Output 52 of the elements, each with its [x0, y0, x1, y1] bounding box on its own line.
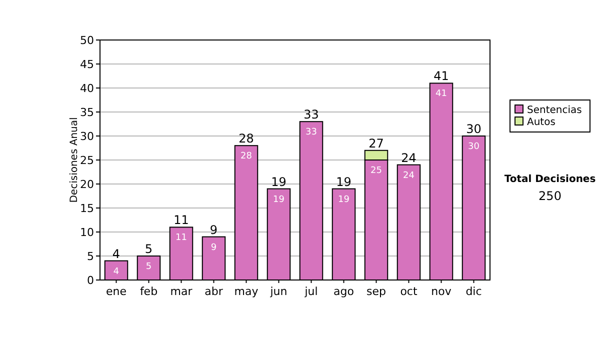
y-tick-label: 10: [80, 226, 94, 239]
y-axis-title: Decisiones Anual: [69, 117, 80, 203]
legend-label: Sentencias: [527, 105, 582, 116]
x-tick-label: ene: [106, 285, 127, 298]
total-label: 5: [144, 242, 153, 256]
data-label: 5: [146, 262, 152, 272]
total-label: 19: [336, 174, 352, 189]
y-tick-label: 20: [80, 178, 94, 191]
data-label: 4: [113, 266, 120, 277]
x-tick-label: oct: [400, 285, 418, 298]
total-label: 11: [174, 213, 189, 228]
data-label: 28: [240, 152, 252, 162]
y-tick-label: 25: [80, 154, 94, 167]
data-label: 11: [176, 233, 187, 244]
total-label: 24: [401, 150, 416, 165]
y-tick-label: 40: [80, 82, 94, 95]
text: 250: [538, 189, 562, 203]
total-label: 27: [368, 136, 384, 150]
total-label: 30: [466, 122, 482, 136]
data-label: 25: [370, 166, 382, 176]
data-label: 33: [306, 128, 317, 138]
x-tick-label: feb: [140, 285, 158, 298]
data-label: 19: [273, 194, 285, 205]
x-tick-label: ago: [334, 285, 354, 298]
y-tick-label: 50: [80, 34, 94, 47]
y-tick-label: 30: [80, 130, 94, 143]
y-tick-label: 45: [80, 58, 94, 71]
y-tick-label: 35: [80, 106, 94, 119]
total-label: 41: [434, 69, 449, 84]
data-label: 19: [338, 194, 350, 205]
total-label: 9: [210, 222, 218, 237]
data-label: 9: [210, 242, 217, 253]
y-tick-label: 5: [87, 250, 94, 263]
x-tick-label: nov: [431, 285, 452, 298]
y-tick-label: 15: [80, 202, 94, 215]
data-label: 30: [468, 142, 480, 152]
data-label: 41: [436, 89, 447, 100]
x-tick-label: sep: [366, 285, 386, 298]
total-label: 33: [304, 108, 319, 122]
y-tick-label: 0: [87, 274, 94, 287]
legend-label: Autos: [527, 117, 556, 128]
text: Total Decisiones: [504, 174, 596, 185]
total-label: 28: [238, 132, 254, 146]
data-label: 24: [403, 170, 415, 181]
total-label: 4: [112, 246, 120, 261]
x-tick-label: jul: [304, 285, 318, 298]
x-tick-label: dic: [466, 285, 482, 298]
x-tick-label: jun: [269, 285, 288, 298]
x-tick-label: abr: [204, 285, 224, 298]
x-tick-label: mar: [170, 285, 193, 298]
total-label: 19: [271, 174, 286, 189]
x-tick-label: may: [234, 285, 259, 298]
